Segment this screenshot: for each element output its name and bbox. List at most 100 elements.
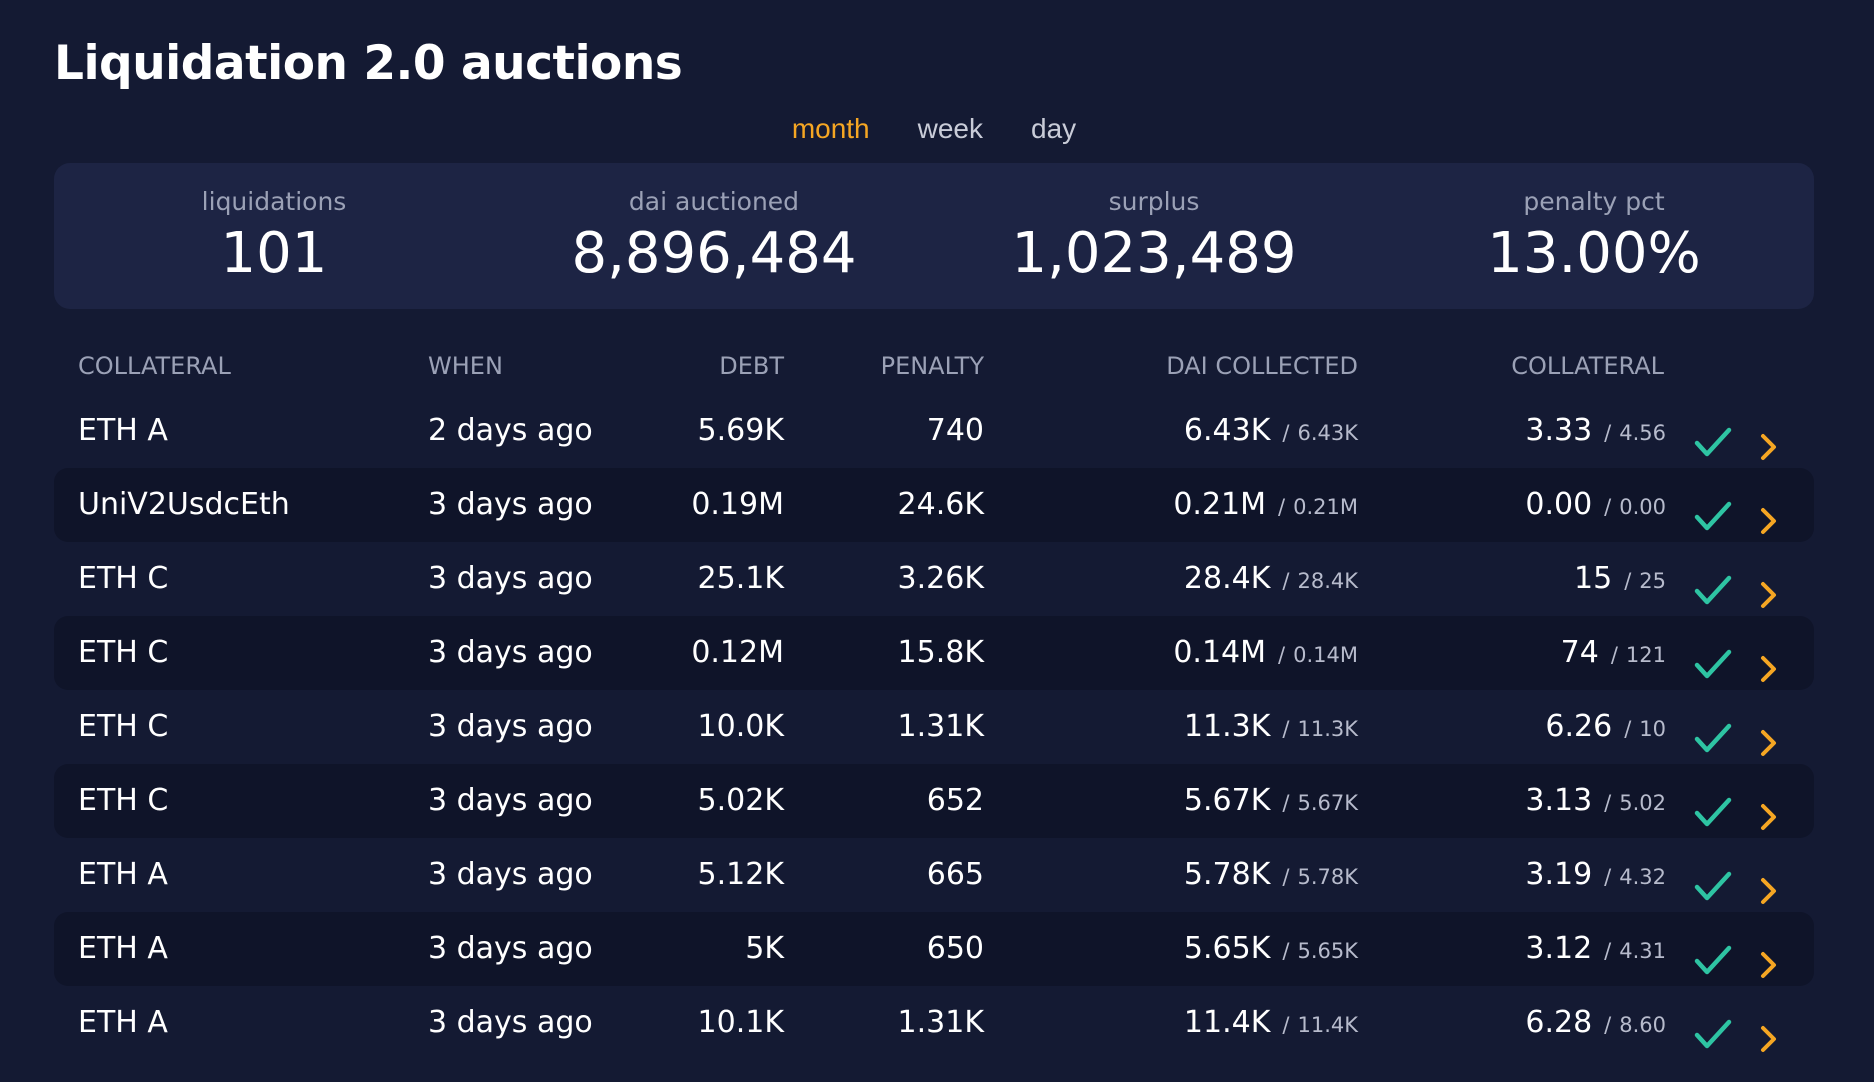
collateral-sold-value: 74 xyxy=(1560,635,1599,670)
row-dai-collected: 0.21M / 0.21M xyxy=(1173,468,1358,544)
row-collateral-amount: 3.12 / 4.31 xyxy=(1525,912,1666,988)
collateral-total-value: 0.00 xyxy=(1619,495,1666,519)
stat-label: penalty pct xyxy=(1523,187,1665,216)
row-debt: 5K xyxy=(745,931,784,966)
check-icon xyxy=(1694,636,1732,679)
tab-week[interactable]: week xyxy=(917,113,984,144)
collateral-sold-value: 6.28 xyxy=(1525,1005,1593,1040)
chevron-right-icon[interactable] xyxy=(1758,934,1780,978)
table-row[interactable]: ETH C 3 days ago 5.02K 652 5.67K / 5.67K 3… xyxy=(54,764,1814,838)
row-debt: 10.0K xyxy=(697,709,784,744)
page-title: Liquidation 2.0 auctions xyxy=(54,36,683,91)
separator: / xyxy=(1282,717,1290,741)
table-row[interactable]: ETH A 3 days ago 5.12K 665 5.78K / 5.78K 3… xyxy=(54,838,1814,912)
table-row[interactable]: ETH A 3 days ago 10.1K 1.31K 11.4K/11.4K… xyxy=(54,986,1814,1060)
check-icon xyxy=(1694,488,1732,531)
check-icon xyxy=(1694,784,1732,827)
dai-collected-value: 5.67K xyxy=(1183,783,1271,818)
table-row[interactable]: ETH C 3 days ago 25.1K 3.26K 28.4K/28.4K… xyxy=(54,542,1814,616)
tab-month[interactable]: month xyxy=(791,113,870,144)
chevron-right-icon[interactable] xyxy=(1758,712,1780,756)
row-collateral-amount: 3.33 / 4.56 xyxy=(1525,394,1666,470)
separator: / xyxy=(1604,939,1612,963)
row-dai-collected: 28.4K / 28.4K xyxy=(1184,542,1358,618)
row-collateral-amount: 3.19 / 4.32 xyxy=(1525,838,1666,914)
dai-target-value: 5.67K xyxy=(1297,791,1358,815)
table-row[interactable]: ETH C 3 days ago 0.12M 15.8K 0.14M/0.14M… xyxy=(54,616,1814,690)
check-icon xyxy=(1694,710,1732,753)
chevron-right-icon[interactable] xyxy=(1758,786,1780,830)
row-penalty: 665 xyxy=(926,857,984,892)
collateral-sold-value: 3.19 xyxy=(1525,857,1593,892)
chevron-right-icon[interactable] xyxy=(1758,1008,1780,1052)
row-debt: 0.19M xyxy=(691,487,784,522)
table-row[interactable]: ETH C 3 days ago 10.0K 1.31K 11.3K/11.3K… xyxy=(54,690,1814,764)
row-collateral: ETH A xyxy=(78,931,168,966)
check-icon xyxy=(1694,562,1732,605)
collateral-total-value: 8.60 xyxy=(1619,1013,1666,1037)
dai-collected-value: 6.43K xyxy=(1183,413,1271,448)
row-penalty: 652 xyxy=(926,783,984,818)
separator: / xyxy=(1604,791,1612,815)
row-dai-collected: 6.43K / 6.43K xyxy=(1184,394,1358,470)
collateral-total-value: 4.31 xyxy=(1619,939,1666,963)
chevron-right-icon[interactable] xyxy=(1758,416,1780,460)
row-when: 3 days ago xyxy=(428,931,593,966)
row-dai-collected: 11.3K / 11.3K xyxy=(1184,690,1358,766)
row-dai-collected: 11.4K / 11.4K xyxy=(1184,986,1358,1062)
row-debt: 5.12K xyxy=(697,857,784,892)
header-penalty[interactable]: PENALTY xyxy=(880,352,984,380)
row-dai-collected: 5.67K / 5.67K xyxy=(1184,764,1358,840)
stat-value: 101 xyxy=(220,221,328,286)
header-debt[interactable]: DEBT xyxy=(719,352,784,380)
row-when: 3 days ago xyxy=(428,857,593,892)
collateral-total-value: 5.02 xyxy=(1619,791,1666,815)
header-dai-collected[interactable]: DAI COLLECTED xyxy=(1166,352,1358,380)
row-debt: 5.02K xyxy=(697,783,784,818)
table-row[interactable]: ETH A 2 days ago 5.69K 740 6.43K / 6.43K 3… xyxy=(54,394,1814,468)
chevron-right-icon[interactable] xyxy=(1758,860,1780,904)
separator: / xyxy=(1604,1013,1612,1037)
header-collateral[interactable]: COLLATERAL xyxy=(78,352,231,380)
header-when[interactable]: WHEN xyxy=(428,352,503,380)
table-row[interactable]: ETH A 3 days ago 5K 650 5.65K / 5.65K 3.12… xyxy=(54,912,1814,986)
stat-label: liquidations xyxy=(201,187,347,216)
row-dai-collected: 5.78K / 5.78K xyxy=(1184,838,1358,914)
chevron-right-icon[interactable] xyxy=(1758,490,1780,534)
stats-card: liquidations 101 dai auctioned 8,896,484… xyxy=(54,163,1814,309)
row-debt: 10.1K xyxy=(697,1005,784,1040)
separator: / xyxy=(1282,791,1290,815)
row-when: 3 days ago xyxy=(428,1005,593,1040)
dai-target-value: 28.4K xyxy=(1297,569,1358,593)
row-when: 2 days ago xyxy=(428,413,593,448)
separator: / xyxy=(1624,569,1632,593)
row-collateral: UniV2UsdcEth xyxy=(78,487,290,522)
row-penalty: 650 xyxy=(926,931,984,966)
row-collateral: ETH A xyxy=(78,857,168,892)
separator: / xyxy=(1624,717,1632,741)
tab-day[interactable]: day xyxy=(1031,113,1077,144)
check-icon xyxy=(1694,1006,1732,1049)
row-collateral-amount: 6.28 / 8.60 xyxy=(1525,986,1666,1062)
table-body: ETH A 2 days ago 5.69K 740 6.43K / 6.43K 3… xyxy=(54,394,1814,1060)
dai-collected-value: 0.14M xyxy=(1173,635,1267,670)
check-icon xyxy=(1694,858,1732,901)
stat-label: dai auctioned xyxy=(628,187,800,216)
dai-target-value: 5.65K xyxy=(1297,939,1358,963)
collateral-total-value: 4.32 xyxy=(1619,865,1666,889)
row-collateral: ETH C xyxy=(78,561,169,596)
dai-collected-value: 11.3K xyxy=(1183,709,1271,744)
row-when: 3 days ago xyxy=(428,635,593,670)
chevron-right-icon[interactable] xyxy=(1758,564,1780,608)
separator: / xyxy=(1604,865,1612,889)
dai-target-value: 11.3K xyxy=(1297,717,1358,741)
separator: / xyxy=(1282,569,1290,593)
row-when: 3 days ago xyxy=(428,783,593,818)
dai-target-value: 0.21M xyxy=(1293,495,1358,519)
separator: / xyxy=(1604,495,1612,519)
dai-target-value: 6.43K xyxy=(1297,421,1358,445)
table-row[interactable]: UniV2UsdcEth 3 days ago 0.19M 24.6K 0.21… xyxy=(54,468,1814,542)
chevron-right-icon[interactable] xyxy=(1758,638,1780,682)
row-penalty: 24.6K xyxy=(897,487,984,522)
header-collateral-amount[interactable]: COLLATERAL xyxy=(1511,352,1664,380)
